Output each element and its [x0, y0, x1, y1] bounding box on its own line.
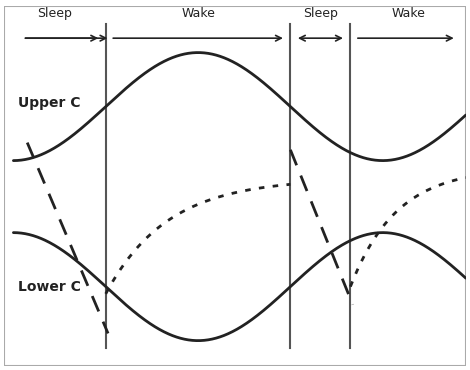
Text: Sleep: Sleep: [303, 7, 338, 20]
Text: Lower C: Lower C: [18, 280, 81, 294]
Text: Upper C: Upper C: [18, 96, 80, 110]
Text: Wake: Wake: [391, 7, 425, 20]
Text: Wake: Wake: [181, 7, 215, 20]
Text: Sleep: Sleep: [38, 7, 72, 20]
